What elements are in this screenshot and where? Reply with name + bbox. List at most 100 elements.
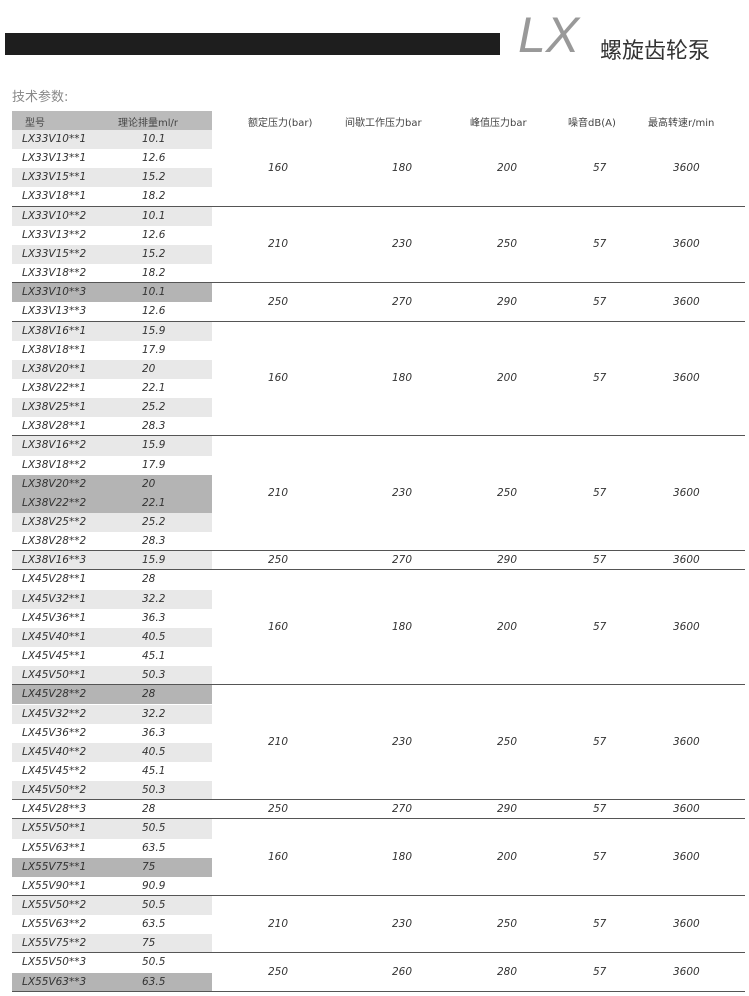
row-shade bbox=[12, 130, 212, 150]
displacement: 40.5 bbox=[142, 630, 166, 643]
model: LX45V40**1 bbox=[22, 630, 87, 643]
model: LX45V50**1 bbox=[22, 669, 87, 682]
spec-value: 200 bbox=[497, 851, 518, 864]
displacement: 15.9 bbox=[142, 324, 166, 337]
model: LX38V16**1 bbox=[22, 324, 87, 337]
displacement: 12.6 bbox=[142, 152, 166, 165]
spec-value: 230 bbox=[392, 238, 413, 251]
displacement: 50.3 bbox=[142, 784, 166, 797]
group-line bbox=[12, 684, 745, 686]
spec-value: 250 bbox=[268, 966, 289, 979]
displacement: 10.1 bbox=[142, 286, 166, 299]
column-header: 间歇工作压力bar bbox=[345, 118, 422, 129]
displacement: 15.2 bbox=[142, 171, 166, 184]
spec-value: 57 bbox=[593, 736, 607, 749]
displacement: 28.3 bbox=[142, 420, 166, 433]
displacement: 40.5 bbox=[142, 745, 166, 758]
spec-value: 270 bbox=[392, 554, 413, 567]
model: LX38V22**2 bbox=[22, 496, 87, 509]
spec-value: 250 bbox=[497, 736, 518, 749]
displacement: 10.1 bbox=[142, 133, 166, 145]
displacement: 45.1 bbox=[142, 764, 166, 777]
column-header: 峰值压力bar bbox=[470, 118, 527, 129]
spec-value: 3600 bbox=[673, 736, 700, 749]
model: LX45V32**1 bbox=[22, 592, 87, 605]
spec-value: 210 bbox=[268, 487, 289, 500]
spec-value: 250 bbox=[497, 918, 518, 931]
model: LX38V16**3 bbox=[22, 554, 87, 567]
group-line bbox=[12, 550, 745, 552]
model: LX38V28**2 bbox=[22, 535, 87, 548]
displacement: 12.6 bbox=[142, 228, 166, 241]
model: LX33V10**1 bbox=[22, 133, 87, 145]
spec-value: 57 bbox=[593, 851, 607, 864]
model: LX55V63**1 bbox=[22, 841, 87, 854]
model: LX45V45**1 bbox=[22, 650, 87, 663]
displacement: 36.3 bbox=[142, 611, 166, 624]
spec-value: 250 bbox=[268, 803, 289, 816]
spec-value: 57 bbox=[593, 238, 607, 251]
spec-value: 57 bbox=[593, 966, 607, 979]
displacement: 25.2 bbox=[142, 401, 166, 414]
spec-value: 230 bbox=[392, 487, 413, 500]
model: LX45V28**3 bbox=[22, 803, 87, 816]
displacement: 32.2 bbox=[142, 707, 166, 720]
row-shade bbox=[12, 742, 212, 762]
model: LX45V36**2 bbox=[22, 726, 87, 739]
section-title: 技术参数: bbox=[12, 90, 69, 105]
displacement: 15.2 bbox=[142, 247, 166, 260]
spec-value: 57 bbox=[593, 918, 607, 931]
model: LX45V45**2 bbox=[22, 764, 87, 777]
group-line bbox=[12, 952, 745, 954]
brand: LX bbox=[518, 7, 580, 63]
group-line bbox=[12, 990, 745, 992]
group-line bbox=[12, 799, 745, 801]
spec-value: 210 bbox=[268, 918, 289, 931]
row-shade bbox=[12, 359, 212, 379]
spec-value: 57 bbox=[593, 161, 607, 174]
spec-value: 3600 bbox=[673, 918, 700, 931]
row-shade bbox=[12, 513, 212, 533]
displacement: 63.5 bbox=[142, 975, 166, 988]
displacement: 90.9 bbox=[142, 879, 166, 892]
group-line bbox=[12, 818, 745, 820]
spec-value: 180 bbox=[392, 161, 413, 174]
spec-value: 230 bbox=[392, 918, 413, 931]
displacement: 75 bbox=[142, 937, 156, 950]
row-shade bbox=[12, 321, 212, 341]
spec-value: 57 bbox=[593, 803, 607, 816]
row-shade bbox=[12, 896, 212, 916]
spec-value: 180 bbox=[392, 851, 413, 864]
model: LX38V18**1 bbox=[22, 343, 87, 356]
spec-value: 180 bbox=[392, 372, 413, 385]
displacement: 20 bbox=[142, 477, 156, 490]
model: LX55V75**2 bbox=[22, 937, 87, 950]
model: LX33V10**3 bbox=[22, 286, 87, 299]
model: LX45V36**1 bbox=[22, 611, 87, 624]
spec-value: 260 bbox=[392, 966, 413, 979]
displacement: 18.2 bbox=[142, 267, 166, 280]
displacement: 28 bbox=[142, 573, 156, 586]
model: LX38V16**2 bbox=[22, 439, 87, 452]
spec-value: 250 bbox=[497, 487, 518, 500]
model: LX55V90**1 bbox=[22, 879, 87, 892]
displacement: 22.1 bbox=[142, 496, 166, 509]
model: LX55V75**1 bbox=[22, 860, 87, 873]
displacement: 25.2 bbox=[142, 516, 166, 528]
model: LX45V50**2 bbox=[22, 784, 87, 797]
row-shade bbox=[12, 168, 212, 188]
spec-value: 290 bbox=[497, 554, 518, 567]
displacement: 20 bbox=[142, 362, 156, 375]
spec-value: 210 bbox=[268, 238, 289, 251]
displacement: 36.3 bbox=[142, 726, 166, 739]
row-shade bbox=[12, 685, 212, 705]
displacement: 50.5 bbox=[142, 822, 166, 835]
row-shade bbox=[12, 244, 212, 265]
group-line bbox=[12, 205, 745, 207]
displacement: 50.5 bbox=[142, 899, 166, 911]
displacement: 63.5 bbox=[142, 841, 166, 854]
model: LX38V18**2 bbox=[22, 458, 87, 471]
spec-value: 290 bbox=[497, 295, 518, 308]
displacement: 50.3 bbox=[142, 669, 166, 682]
